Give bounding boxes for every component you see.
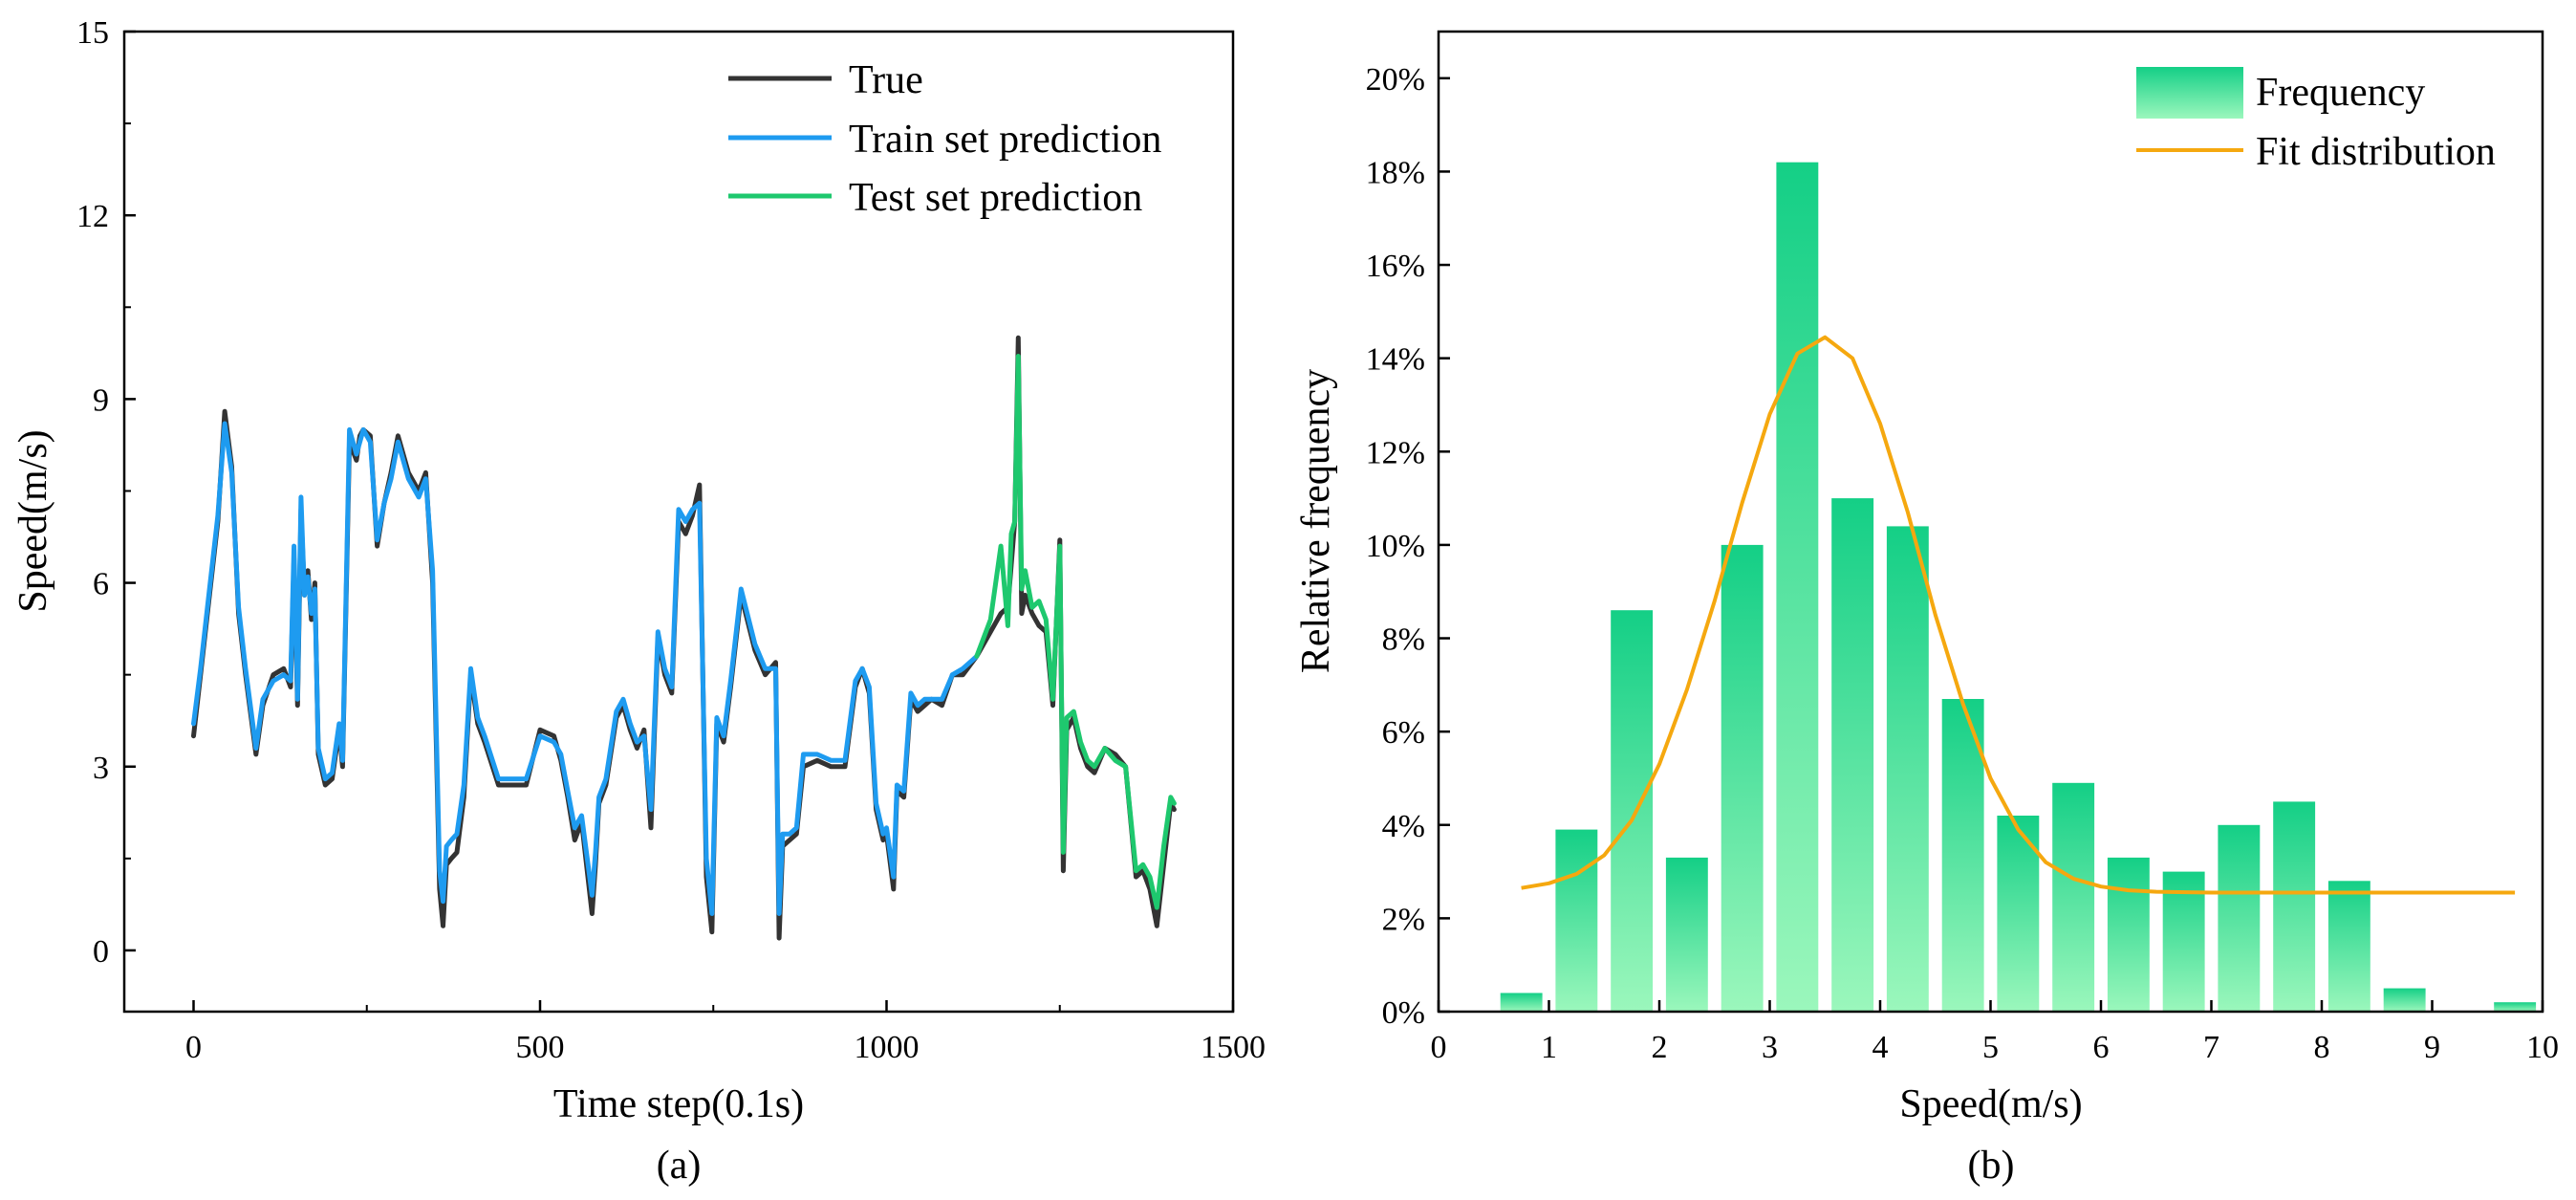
y-tick-label: 15 (76, 15, 109, 51)
y-tick-label: 0% (1382, 995, 1425, 1031)
panel-b-legend: Frequency Fit distribution (2136, 67, 2496, 174)
panel-a-legend: True Train set prediction Test set predi… (728, 58, 1161, 220)
panel-b-plot-frame (1437, 30, 2544, 1014)
x-tick-label: 8 (2314, 1030, 2330, 1065)
legend-test-label: Test set prediction (849, 176, 1142, 220)
y-tick-label: 18% (1366, 155, 1425, 190)
histogram-bar (1831, 498, 1874, 1012)
panel-b-label: (b) (1968, 1144, 2015, 1188)
histogram-bar (1776, 162, 1819, 1012)
x-tick-label: 0 (1431, 1030, 1447, 1065)
x-tick-label: 9 (2424, 1030, 2440, 1065)
x-tick-label: 6 (2093, 1030, 2110, 1065)
histogram-bar (1500, 993, 1543, 1012)
histogram-bar (2218, 824, 2261, 1012)
y-tick-label: 0 (93, 934, 109, 970)
x-tick-label: 5 (1982, 1030, 1999, 1065)
panel-a-y-axis: 0 3 6 9 12 15 (76, 15, 136, 970)
histogram-bar (2327, 881, 2370, 1012)
x-tick-label: 1000 (855, 1030, 920, 1065)
legend-frequency-label: Frequency (2256, 71, 2425, 115)
x-tick-label: 4 (1872, 1030, 1889, 1065)
y-tick-label: 12% (1366, 435, 1425, 470)
histogram-bar (1886, 526, 1929, 1012)
series-line-train-set-prediction (191, 421, 980, 916)
y-tick-label: 14% (1366, 342, 1425, 378)
x-tick-label: 10 (2526, 1030, 2559, 1065)
histogram-bar (2052, 782, 2095, 1012)
y-tick-label: 4% (1382, 809, 1425, 844)
panel-a-plot-frame (122, 30, 1235, 1014)
histogram-bar (1611, 610, 1654, 1012)
x-tick-label: 2 (1652, 1030, 1668, 1065)
y-tick-label: 9 (93, 382, 109, 418)
panel-a-label: (a) (657, 1144, 702, 1188)
panel-b-bars-group (1500, 162, 2537, 1012)
x-tick-label: 1 (1541, 1030, 1557, 1065)
histogram-bar (2107, 857, 2150, 1012)
x-tick-label: 1500 (1201, 1030, 1266, 1065)
panel-b-x-axis-title: Speed(m/s) (1899, 1082, 2082, 1126)
panel-a-x-axis-title: Time step(0.1s) (553, 1082, 804, 1126)
y-tick-label: 3 (93, 751, 109, 786)
histogram-bar (1555, 829, 1598, 1012)
histogram-bar (1941, 699, 1984, 1012)
panel-a-x-axis: 0 500 1000 1500 (185, 1000, 1266, 1065)
y-tick-label: 2% (1382, 902, 1425, 937)
x-tick-label: 500 (516, 1030, 565, 1065)
y-tick-label: 10% (1366, 529, 1425, 564)
histogram-bar (2273, 801, 2316, 1012)
histogram-bar (2162, 871, 2205, 1012)
histogram-bar (2383, 988, 2426, 1012)
panel-b-histogram: 0 1 2 3 4 5 6 7 8 9 10 0% 2% 4% 6% 8% 10% 12% 14% 16% 18% 20… (1294, 30, 2559, 1188)
legend-train-label: Train set prediction (849, 118, 1161, 162)
fit-distribution-curve (1521, 335, 2516, 895)
panel-a-line-chart: 0 500 1000 1500 0 3 6 9 12 15 Time step(0.1s) Sp… (11, 15, 1266, 1188)
histogram-bar (1721, 544, 1764, 1012)
panel-b-y-axis-title: Relative frequency (1294, 369, 1338, 673)
y-tick-label: 6% (1382, 715, 1425, 751)
panel-b-x-axis: 0 1 2 3 4 5 6 7 8 9 10 (1431, 1000, 2559, 1065)
y-tick-label: 12 (76, 199, 109, 234)
y-tick-label: 16% (1366, 249, 1425, 284)
y-tick-label: 6 (93, 567, 109, 602)
panel-b-y-axis: 0% 2% 4% 6% 8% 10% 12% 14% 16% 18% 20% (1366, 62, 1450, 1031)
panel-a-series-group (191, 335, 1177, 941)
y-tick-label: 8% (1382, 622, 1425, 658)
series-line-test-set-prediction (974, 354, 1177, 910)
legend-true-label: True (849, 58, 923, 102)
x-tick-label: 7 (2203, 1030, 2219, 1065)
legend-fit-label: Fit distribution (2256, 130, 2496, 174)
y-tick-label: 20% (1366, 62, 1425, 98)
panel-b-fit-group (1521, 335, 2516, 895)
histogram-bar (1665, 857, 1708, 1012)
x-tick-label: 3 (1762, 1030, 1778, 1065)
series-line-true (191, 335, 1177, 941)
x-tick-label: 0 (185, 1030, 202, 1065)
panel-a-y-axis-title: Speed(m/s) (11, 429, 55, 612)
legend-frequency-swatch (2136, 67, 2243, 119)
histogram-bar (2494, 1002, 2537, 1012)
